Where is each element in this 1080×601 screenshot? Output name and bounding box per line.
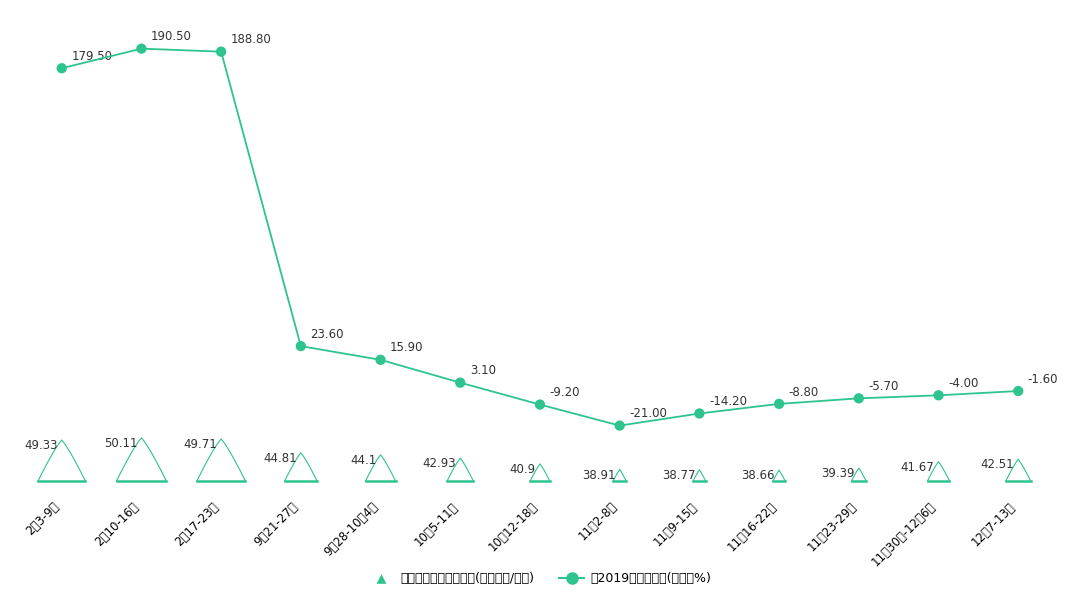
Text: 188.80: 188.80	[231, 33, 271, 46]
Text: -14.20: -14.20	[708, 395, 747, 408]
Text: 44.1: 44.1	[350, 454, 377, 467]
Text: 49.71: 49.71	[184, 438, 217, 451]
Point	[770, 399, 787, 409]
Text: 23.60: 23.60	[310, 328, 343, 341]
Text: 39.39: 39.39	[821, 468, 854, 480]
Point	[372, 355, 389, 365]
Text: -4.00: -4.00	[948, 377, 978, 390]
Text: -8.80: -8.80	[788, 385, 819, 398]
Text: 38.91: 38.91	[582, 469, 616, 481]
Point	[691, 409, 708, 418]
Text: 3.10: 3.10	[470, 364, 496, 377]
Text: 190.50: 190.50	[151, 30, 192, 43]
Point	[850, 394, 867, 403]
Text: 41.67: 41.67	[901, 461, 934, 474]
Point	[293, 341, 310, 351]
Text: 38.77: 38.77	[662, 469, 696, 482]
Point	[53, 64, 70, 73]
Text: 42.51: 42.51	[981, 459, 1014, 471]
Legend: 全国猪肉平均出厂价格(单位：元/公斑), 比2019年同期涨跌(单位：%): 全国猪肉平均出厂价格(单位：元/公斑), 比2019年同期涨跌(单位：%)	[364, 567, 716, 590]
Text: 38.66: 38.66	[742, 469, 775, 483]
Text: 179.50: 179.50	[71, 50, 112, 63]
Point	[930, 391, 947, 400]
Text: 40.9: 40.9	[510, 463, 536, 476]
Text: 49.33: 49.33	[24, 439, 57, 452]
Text: 50.11: 50.11	[104, 437, 137, 450]
Point	[133, 44, 150, 53]
Text: -21.00: -21.00	[630, 407, 667, 420]
Text: 42.93: 42.93	[422, 457, 456, 470]
Text: -5.70: -5.70	[868, 380, 899, 393]
Point	[531, 400, 549, 409]
Point	[213, 47, 230, 56]
Point	[451, 378, 469, 388]
Text: 44.81: 44.81	[264, 452, 297, 465]
Text: -9.20: -9.20	[550, 386, 580, 399]
Point	[1010, 386, 1027, 396]
Text: -1.60: -1.60	[1028, 373, 1058, 386]
Point	[611, 421, 629, 430]
Text: 15.90: 15.90	[390, 341, 423, 355]
